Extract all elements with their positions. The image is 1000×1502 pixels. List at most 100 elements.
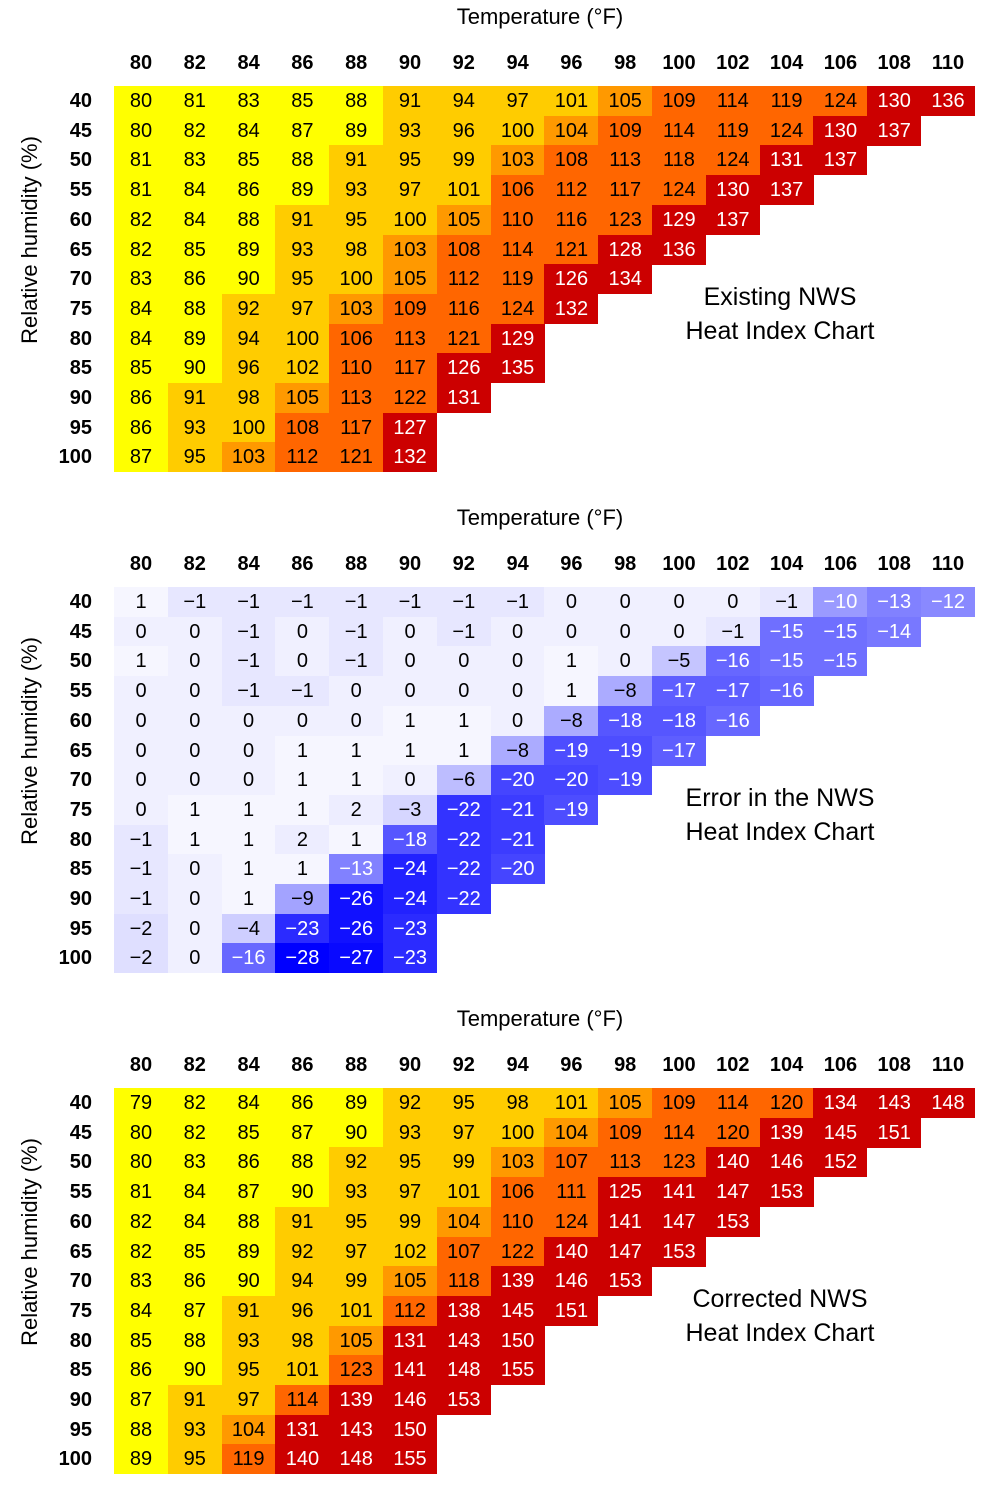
heatmap-cell: 88 xyxy=(114,1414,168,1445)
heatmap-cell: −17 xyxy=(652,735,706,766)
heatmap-cell: 101 xyxy=(275,1355,330,1386)
x-tick-label: 106 xyxy=(823,553,858,575)
heatmap-cell: 90 xyxy=(329,1117,384,1148)
chart-title-line: Error in the NWS xyxy=(685,784,875,812)
heatmap-cell: 97 xyxy=(275,293,330,324)
y-tick-label: 55 xyxy=(69,1181,92,1204)
x-tick-label: 108 xyxy=(877,52,911,74)
heatmap-cell: 84 xyxy=(114,293,168,324)
heatmap-cell: 89 xyxy=(221,1236,276,1267)
heatmap-cell: 95 xyxy=(167,442,222,473)
x-tick-label: 96 xyxy=(560,52,583,74)
heatmap-cell: 112 xyxy=(383,1295,437,1326)
heatmap-cell: −13 xyxy=(329,854,384,885)
heatmap-cell: 120 xyxy=(705,1117,760,1148)
heatmap-cell: 118 xyxy=(436,1266,491,1297)
heatmap-cell: −1 xyxy=(221,646,276,677)
heatmap-cell: 110 xyxy=(490,204,545,235)
y-tick-label: 85 xyxy=(69,357,92,380)
heatmap-cell: −15 xyxy=(759,616,814,647)
chart-title: Corrected NWS Heat Index Chart xyxy=(640,1282,920,1350)
heatmap-cell: 109 xyxy=(383,293,437,324)
heatmap-cell: −23 xyxy=(275,913,330,944)
heatmap-cell: 140 xyxy=(275,1444,330,1475)
heatmap-cell: 153 xyxy=(652,1236,706,1267)
heatmap-cell: 0 xyxy=(383,765,437,796)
y-tick-label: 60 xyxy=(69,208,92,231)
heatmap-cell: −18 xyxy=(383,824,437,855)
x-tick-label: 110 xyxy=(931,553,965,575)
heatmap-cell: 85 xyxy=(167,234,222,265)
y-tick-label: 50 xyxy=(69,650,92,673)
heatmap-cell: 128 xyxy=(598,234,653,265)
chart-title: Existing NWS Heat Index Chart xyxy=(640,280,920,348)
chart-title: Error in the NWS Heat Index Chart xyxy=(640,781,920,849)
heatmap-cell: −19 xyxy=(544,735,599,766)
heatmap-cell: 0 xyxy=(114,705,168,736)
heatmap-cell: 0 xyxy=(114,765,168,796)
heatmap-cell: 107 xyxy=(544,1147,599,1178)
heatmap-cell: 147 xyxy=(705,1177,760,1208)
heatmap-cell: 87 xyxy=(275,115,330,146)
heatmap-cell: 83 xyxy=(167,1147,222,1178)
heatmap-cell: 1 xyxy=(383,705,437,736)
heatmap-cell: 87 xyxy=(275,1117,330,1148)
heatmap-cell: 104 xyxy=(544,115,599,146)
heatmap-cell: −1 xyxy=(114,884,168,914)
heatmap-cell: 126 xyxy=(436,353,491,384)
heatmap-cell: 99 xyxy=(329,1266,384,1297)
heatmap-cell: 123 xyxy=(329,1355,384,1386)
heatmap-cell: 94 xyxy=(221,323,276,354)
heatmap-cell: −16 xyxy=(705,646,760,677)
heatmap-cell: 86 xyxy=(167,1266,222,1297)
heatmap-cell: 112 xyxy=(436,264,491,295)
heatmap-cell: 95 xyxy=(275,264,330,295)
x-tick-label: 96 xyxy=(560,1054,583,1076)
heatmap-cell: 155 xyxy=(383,1444,437,1475)
y-tick-label: 95 xyxy=(69,1418,92,1441)
heatmap-cell: 1 xyxy=(221,884,276,914)
x-tick-label: 80 xyxy=(129,1054,153,1076)
heatmap-cell: 101 xyxy=(329,1295,384,1326)
heatmap-cell: 143 xyxy=(329,1414,384,1445)
heatmap-cell: 137 xyxy=(813,145,868,176)
heatmap-cell: 0 xyxy=(383,616,437,647)
heatmap-cell: 85 xyxy=(114,1325,168,1356)
heatmap-cell: 82 xyxy=(167,1088,222,1118)
heatmap-cell: 89 xyxy=(329,115,384,146)
y-tick-label: 100 xyxy=(58,947,92,970)
heatmap-cell: 85 xyxy=(114,353,168,384)
heatmap-cell: −23 xyxy=(383,943,437,974)
heatmap-cell: 95 xyxy=(167,1444,222,1475)
heatmap-cell: −1 xyxy=(114,854,168,885)
y-tick-label: 45 xyxy=(69,1121,92,1144)
heatmap-cell: 93 xyxy=(329,1177,384,1208)
heatmap-cell: −24 xyxy=(383,884,437,914)
heatmap-cell: 103 xyxy=(490,145,545,176)
heatmap-cell: 126 xyxy=(544,264,599,295)
heatmap-cell: 103 xyxy=(329,293,384,324)
heatmap-cell: 89 xyxy=(221,234,276,265)
heatmap-cell: 90 xyxy=(221,1266,276,1297)
y-tick-label: 45 xyxy=(69,119,92,142)
heatmap-cell: 99 xyxy=(436,145,491,176)
heatmap-cell: −17 xyxy=(652,676,706,707)
heatmap-cell: 84 xyxy=(167,1206,222,1237)
heatmap-cell: 0 xyxy=(114,735,168,766)
heatmap-cell: 85 xyxy=(221,145,276,176)
heatmap-cell: 89 xyxy=(114,1444,168,1475)
heatmap-cell: 1 xyxy=(221,794,276,825)
heatmap-cell: 1 xyxy=(167,794,222,825)
heatmap-cell: 127 xyxy=(383,412,437,443)
heatmap-cell: 88 xyxy=(221,1206,276,1237)
heatmap-cell: 86 xyxy=(221,1147,276,1178)
heatmap-cell: 94 xyxy=(275,1266,330,1297)
heatmap-cell: 91 xyxy=(275,1206,330,1237)
heatmap-cell: 1 xyxy=(329,824,384,855)
heatmap-cell: 0 xyxy=(167,646,222,677)
x-axis-title: Temperature (°F) xyxy=(456,4,624,29)
heatmap-cell: 81 xyxy=(167,86,222,116)
x-tick-label: 90 xyxy=(398,1054,422,1076)
x-tick-label: 84 xyxy=(237,52,260,74)
heatmap-cell: 106 xyxy=(329,323,384,354)
